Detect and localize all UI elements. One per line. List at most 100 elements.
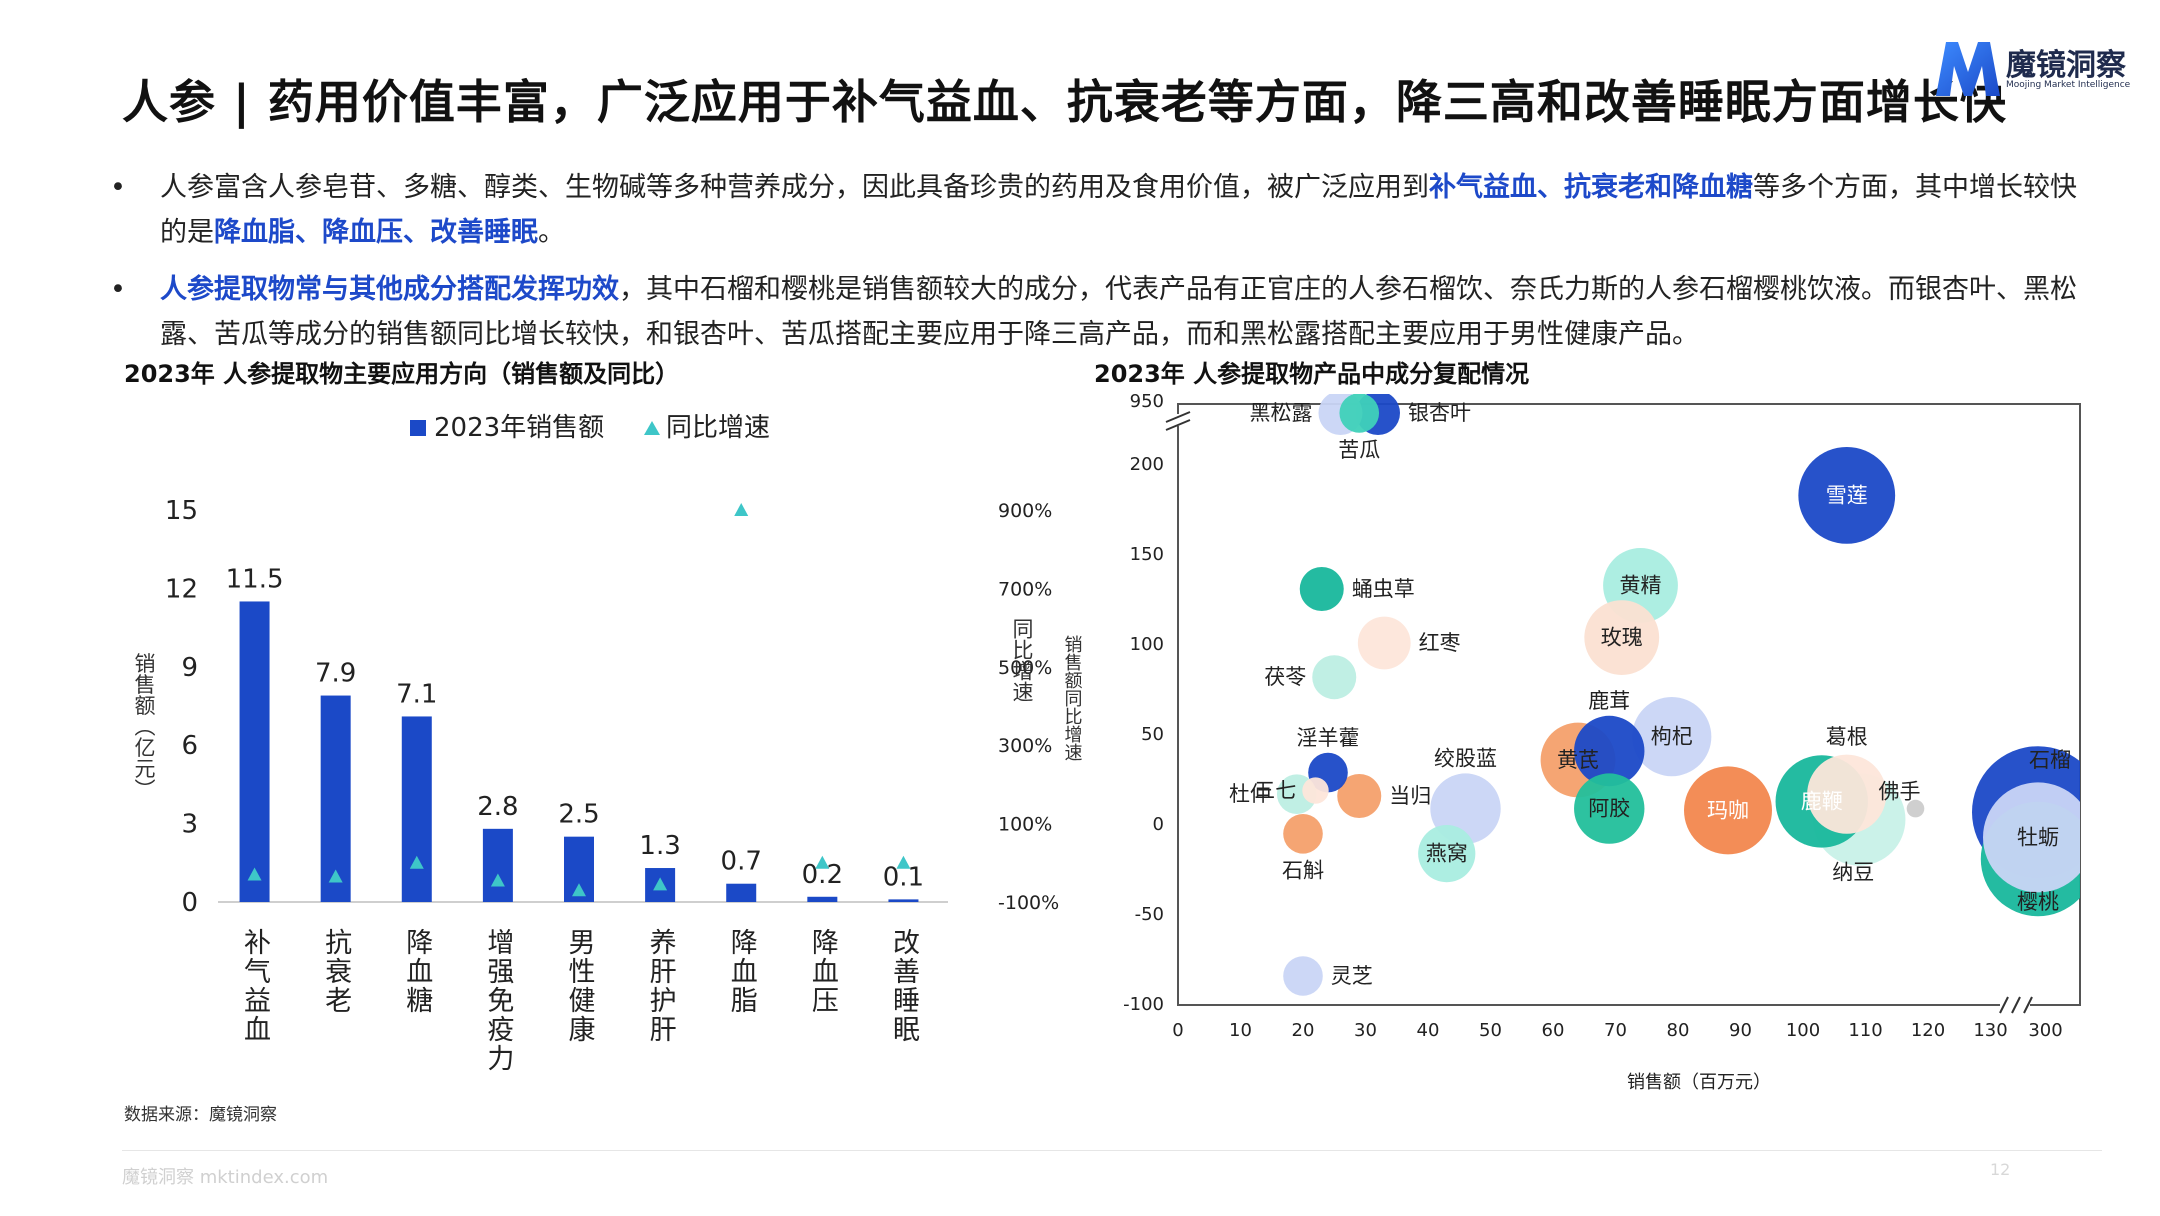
x-tick-label: 40 — [1417, 1020, 1440, 1041]
x-tick-label: 90 — [1729, 1020, 1752, 1041]
bar-data-label: 0.7 — [721, 847, 762, 877]
bubble-label: 银杏叶 — [1408, 401, 1471, 425]
bullet-item: • 人参富含人参皂苷、多糖、醇类、生物碱等多种营养成分，因此具备珍贵的药用及食用价… — [108, 165, 2098, 255]
bubble — [1632, 697, 1712, 777]
bubble-label: 石榴 — [2029, 748, 2071, 772]
bubble — [1357, 616, 1411, 670]
category-label: 增强免疫力 — [482, 928, 514, 1073]
category-label: 养肝护肝 — [645, 928, 677, 1044]
bubble-label: 阿胶 — [1588, 797, 1630, 821]
y-tick-label: 0 — [181, 888, 198, 918]
bubble-label: 玛咖 — [1707, 798, 1749, 822]
category-label: 补气益血 — [239, 928, 270, 1044]
growth-marker — [328, 869, 343, 883]
growth-marker — [247, 867, 262, 881]
bubble — [1584, 600, 1660, 675]
bubble-label: 蛹虫草 — [1352, 577, 1415, 601]
x-tick-label: 300 — [2028, 1020, 2062, 1041]
bubble-layer — [1276, 394, 2080, 996]
bar — [401, 716, 432, 902]
brand-m-icon — [1936, 42, 2000, 96]
x-tick-label: 10 — [1229, 1020, 1252, 1041]
highlight-text: 人参提取物常与其他成分搭配发挥功效 — [160, 274, 619, 305]
category-label: 降血压 — [807, 928, 839, 1015]
bubble-label: 燕窝 — [1426, 842, 1468, 866]
bubble — [1684, 766, 1772, 855]
growth-marker — [896, 855, 911, 869]
bubble-label: 茯苓 — [1264, 665, 1306, 689]
bubble — [1906, 799, 1925, 818]
page-number: 12 — [1990, 1160, 2011, 1179]
y2-tick-label: 900% — [998, 500, 1052, 522]
brand-subtitle: Moojing Market Intelligence — [2006, 80, 2131, 90]
growth-marker — [653, 877, 668, 891]
bubble-label: 三七 — [1254, 779, 1296, 803]
bullet-list: • 人参富含人参皂苷、多糖、醇类、生物碱等多种营养成分，因此具备珍贵的药用及食用价… — [108, 165, 2098, 369]
bar — [807, 896, 838, 902]
bar — [726, 883, 757, 902]
y2-tick-label: 500% — [998, 657, 1052, 679]
bubble-label: 佛手 — [1879, 780, 1921, 804]
growth-marker — [409, 855, 424, 869]
bar-chart: 2023年销售额 同比增速03691215-100%100%300%500%700… — [132, 413, 1059, 1073]
bullet-text: 人参富含人参皂苷、多糖、醇类、生物碱等多种营养成分，因此具备珍贵的药用及食用价值… — [160, 172, 1429, 203]
bubble-label: 葛根 — [1826, 725, 1868, 749]
bullet-marker: • — [110, 274, 126, 305]
bubble-label: 纳豆 — [1832, 860, 1874, 884]
bar-legend: 2023年销售额 同比增速 — [410, 413, 770, 443]
category-label: 男性健康 — [564, 928, 596, 1044]
x-tick-label: 60 — [1542, 1020, 1565, 1041]
x-tick-label: 50 — [1479, 1020, 1502, 1041]
bar-data-label: 2.5 — [558, 800, 599, 830]
y-tick-label: 3 — [181, 810, 198, 840]
bar-data-label: 7.9 — [315, 659, 356, 689]
bubble-label: 枸杞 — [1651, 725, 1693, 749]
bubble — [1283, 814, 1323, 854]
bubble-label: 石斛 — [1282, 859, 1324, 883]
bubble-label: 杜仲 — [1229, 782, 1271, 806]
y-tick-label: 100 — [1130, 634, 1164, 655]
bubble-label: 樱桃 — [2017, 890, 2059, 914]
bubble-label: 鹿鞭 — [1801, 789, 1843, 813]
bubble-label: 灵芝 — [1331, 964, 1373, 988]
y-axis-title: 销售额（亿元） — [132, 653, 156, 800]
bullet-item: • 人参提取物常与其他成分搭配发挥功效，其中石榴和樱桃是销售额较大的成分，代表产品… — [108, 267, 2098, 357]
bubble-label: 黄芪 — [1557, 748, 1599, 772]
footer-url: 魔镜洞察 mktindex.com — [122, 1167, 329, 1188]
footer-divider — [122, 1150, 2102, 1151]
plot-frame — [1177, 403, 2081, 1006]
bubble — [1418, 825, 1476, 883]
y-tick-label: 50 — [1141, 724, 1164, 745]
y-tick-label: -100 — [1123, 994, 1164, 1015]
bar — [888, 899, 919, 902]
data-source: 数据来源：魔镜洞察 — [124, 1105, 277, 1125]
highlight-text: 补气益血、抗衰老和降血糖 — [1429, 172, 1753, 203]
bubble — [1283, 956, 1323, 996]
highlight-text: 降血脂、降血压、改善睡眠 — [214, 217, 538, 248]
y-tick-label: -50 — [1135, 904, 1164, 925]
y2-tick-label: 300% — [998, 735, 1052, 757]
y2-tick-label: 700% — [998, 578, 1052, 600]
x-tick-label: 100 — [1786, 1020, 1820, 1041]
bar-data-label: 1.3 — [639, 831, 680, 861]
axis-break-marks — [1165, 411, 2033, 1014]
bubble — [1312, 655, 1357, 700]
bubble — [1983, 782, 2080, 893]
y-tick-label: 6 — [181, 731, 198, 761]
category-label: 抗衰老 — [320, 928, 352, 1015]
y-tick-label: 200 — [1130, 454, 1164, 475]
bullet-text: 等多个方面，其中增长较快的是 — [160, 172, 2077, 248]
y2-tick-label: -100% — [998, 892, 1059, 914]
y-tick-label: 950 — [1130, 391, 1164, 412]
bubble-label: 玫瑰 — [1601, 626, 1643, 650]
bubble — [1337, 774, 1382, 818]
legend-bar-swatch — [410, 420, 426, 436]
bubble-label: 红枣 — [1419, 631, 1461, 655]
bubble-label: 黄精 — [1620, 573, 1662, 597]
bubble — [1574, 715, 1645, 787]
bar — [239, 601, 270, 902]
growth-marker — [734, 503, 749, 516]
bullet-marker: • — [110, 172, 126, 203]
x-tick-label: 130 — [1973, 1020, 2007, 1041]
